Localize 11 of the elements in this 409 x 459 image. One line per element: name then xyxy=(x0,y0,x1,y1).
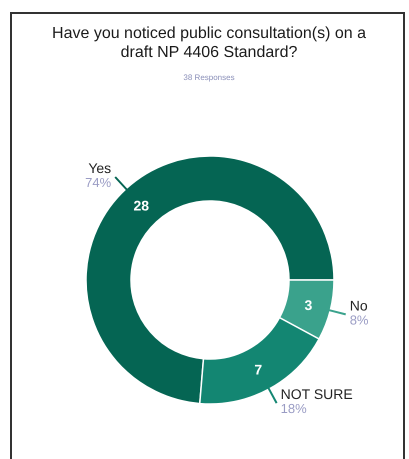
data-label: 28 xyxy=(133,197,150,214)
slice-label: NOT SURE xyxy=(280,386,353,402)
chart-subtitle: 38 Responses xyxy=(183,73,235,82)
slice-label: No xyxy=(350,297,368,314)
text: 8% xyxy=(350,312,369,328)
slice-label: Yes xyxy=(88,160,112,176)
data-label: 3 xyxy=(304,296,312,313)
text: 74% xyxy=(85,175,112,190)
text: 18% xyxy=(280,401,308,416)
chart-title: Have you noticed public consultation(s) on a draft NP 4406 Standard? xyxy=(52,25,366,61)
data-label: 7 xyxy=(254,361,262,378)
